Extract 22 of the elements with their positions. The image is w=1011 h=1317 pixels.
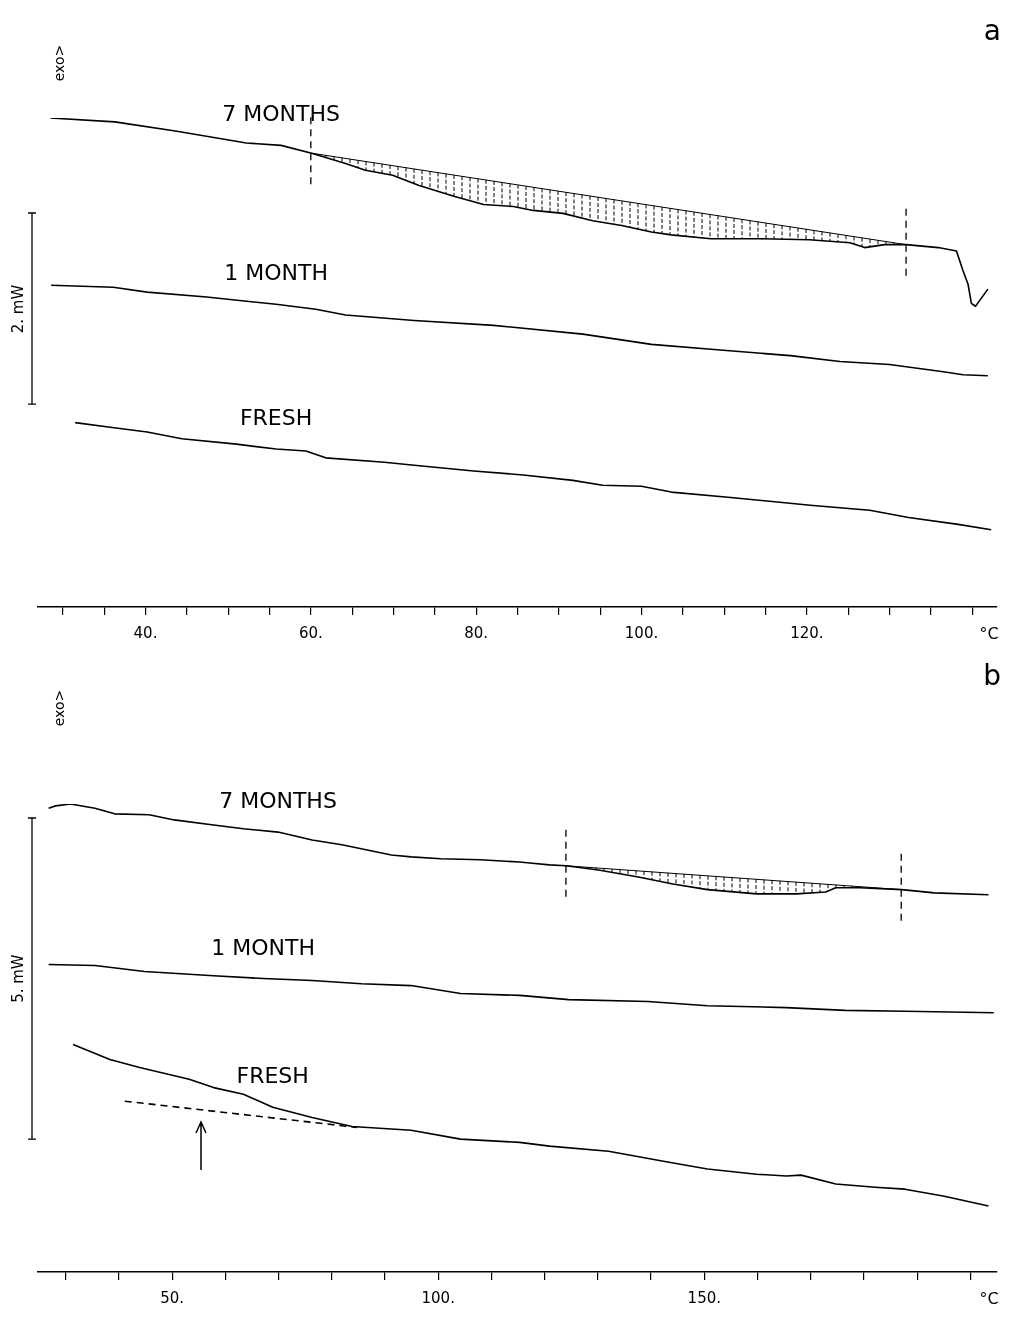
series-label: 7 MONTHS	[222, 101, 340, 127]
series-label: FRESH	[236, 1063, 309, 1089]
x-tick-label: 120.	[790, 623, 824, 642]
chart-title: b	[983, 659, 1001, 692]
series-label: 1 MONTH	[224, 260, 328, 286]
chart-title: a	[983, 14, 1001, 47]
y-axis-title: exo>	[50, 689, 67, 727]
x-axis-title: °C	[979, 624, 999, 644]
text: 5. mW	[8, 954, 27, 1003]
series-label: FRESH	[239, 405, 313, 431]
series-label: 7 MONTHS	[219, 788, 337, 814]
x-tick-label: 100.	[421, 1288, 455, 1307]
series-label: 1 MONTH	[211, 934, 315, 960]
x-tick-label: 80.	[464, 623, 489, 642]
y-axis-title: exo>	[50, 44, 67, 82]
x-tick-label: 60.	[298, 623, 323, 642]
x-tick-label: 40.	[133, 623, 158, 642]
x-tick-label: 100.	[624, 623, 659, 642]
x-axis-title: °C	[979, 1289, 999, 1309]
x-tick-label: 50.	[160, 1288, 185, 1307]
x-tick-label: 150.	[687, 1288, 721, 1307]
text: 2. mW	[8, 284, 27, 334]
